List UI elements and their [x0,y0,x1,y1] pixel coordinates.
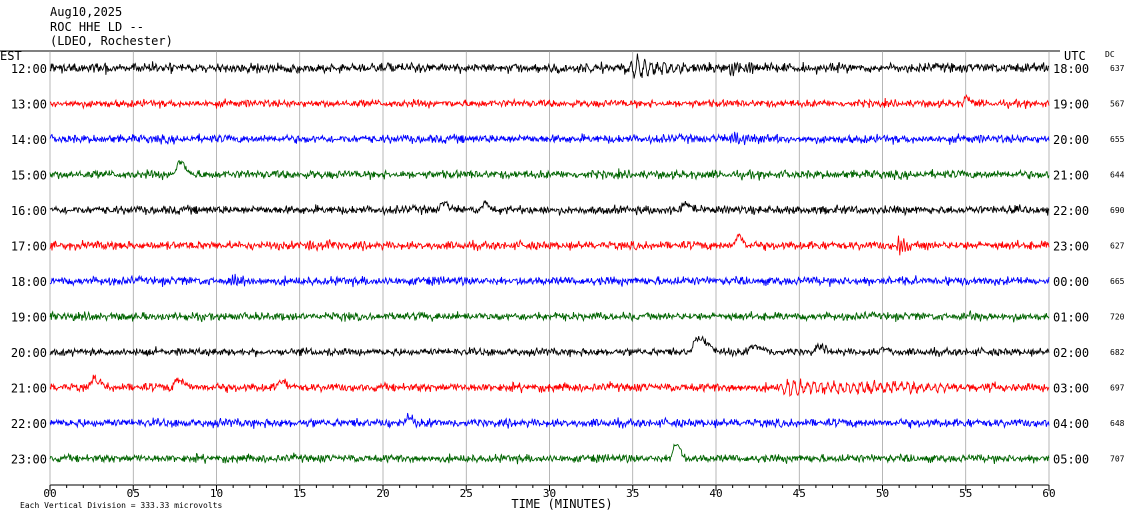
row-time-est: 12:00 [11,62,47,76]
row-time-est: 18:00 [11,275,47,289]
row-time-est: 14:00 [11,133,47,147]
row-time-est: 13:00 [11,98,47,112]
row-time-utc: 23:00 [1053,240,1089,254]
x-tick-label: 20 [376,487,389,500]
trace-row-1200 [49,53,1050,79]
x-tick-label: 15 [293,487,306,500]
row-time-utc: 03:00 [1053,382,1089,396]
trace-row-1900 [49,310,1050,323]
x-tick-label: 30 [543,487,556,500]
row-dc-value: 720 [1110,313,1125,322]
right-timezone-label: UTC [1064,49,1086,63]
row-dc-value: 682 [1110,348,1125,357]
row-time-utc: 20:00 [1053,133,1089,147]
row-dc-value: 637 [1110,64,1125,73]
dc-column-label: DC [1105,50,1115,59]
x-tick-label: 35 [626,487,639,500]
row-time-utc: 01:00 [1053,311,1089,325]
grid-lines [0,50,1060,491]
row-dc-value: 697 [1110,384,1125,393]
row-time-est: 17:00 [11,240,47,254]
header-network: (LDEO, Rochester) [50,34,173,48]
row-time-est: 22:00 [11,417,47,431]
row-time-est: 15:00 [11,169,47,183]
row-time-utc: 22:00 [1053,204,1089,218]
left-timezone-label: EST [0,49,22,63]
row-time-utc: 18:00 [1053,62,1089,76]
row-time-est: 20:00 [11,346,47,360]
trace-row-2100 [49,374,1050,398]
row-time-est: 23:00 [11,453,47,467]
row-time-utc: 00:00 [1053,275,1089,289]
trace-row-1300 [49,93,1050,110]
row-dc-value: 567 [1110,100,1125,109]
label-group: 00 05 10 15 20 25 30 35 40 45 50 55 60 12:00 18:00 637 1… [11,62,1125,500]
row-dc-value: 648 [1110,419,1125,428]
row-time-est: 16:00 [11,204,47,218]
row-time-utc: 04:00 [1053,417,1089,431]
x-tick-label: 50 [876,487,889,500]
x-tick-label: 55 [959,487,972,500]
x-axis-label: TIME (MINUTES) [511,497,612,511]
row-time-utc: 21:00 [1053,169,1089,183]
x-tick-label: 25 [460,487,473,500]
footer-note: Each Vertical Division = 333.33 microvol… [20,501,222,510]
trace-row-2000 [49,335,1050,358]
header-date: Aug10,2025 [50,5,123,19]
trace-row-1600 [49,199,1050,217]
x-tick-label: 40 [709,487,722,500]
row-time-est: 19:00 [11,311,47,325]
x-tick-label: 00 [43,487,56,500]
x-tick-label: 45 [793,487,806,500]
trace-group [49,53,1050,465]
row-dc-value: 690 [1110,206,1125,215]
row-time-utc: 05:00 [1053,453,1089,467]
row-dc-value: 644 [1110,171,1125,180]
row-time-utc: 02:00 [1053,346,1089,360]
x-tick-label: 10 [210,487,223,500]
row-dc-value: 627 [1110,242,1125,251]
row-time-est: 21:00 [11,382,47,396]
header-station: ROC HHE LD -- [50,20,144,34]
x-tick-label: 05 [127,487,140,500]
x-tick-label: 60 [1042,487,1055,500]
trace-row-1800 [49,273,1050,288]
trace-row-1400 [49,131,1050,146]
row-dc-value: 655 [1110,135,1125,144]
trace-row-1500 [49,159,1050,181]
trace-row-2200 [49,412,1050,429]
row-dc-value: 707 [1110,455,1125,464]
trace-row-1700 [49,233,1050,256]
trace-row-2300 [49,443,1050,465]
row-time-utc: 19:00 [1053,98,1089,112]
row-dc-value: 665 [1110,277,1125,286]
